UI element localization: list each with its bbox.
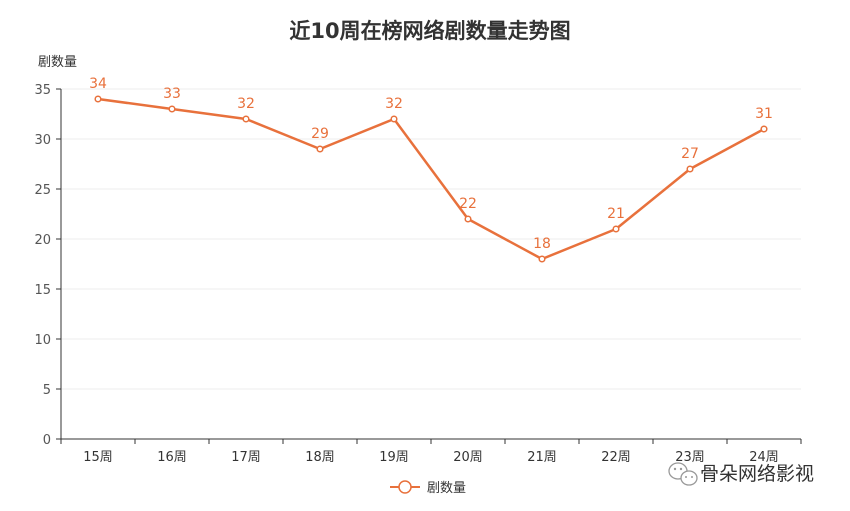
- data-label: 31: [755, 106, 773, 122]
- data-label: 34: [89, 76, 107, 92]
- x-tick-label: 22周: [601, 450, 631, 465]
- x-tick-label: 18周: [305, 450, 335, 465]
- data-point: [390, 115, 398, 123]
- legend[interactable]: 剧数量: [390, 480, 466, 496]
- x-tick-label: 20周: [453, 450, 483, 465]
- data-point: [316, 145, 324, 153]
- data-point: [612, 225, 620, 233]
- grid-lines: [61, 88, 801, 390]
- data-point: [538, 255, 546, 263]
- y-tick-labels: 0 5 10 15 20 25 30 35: [34, 83, 51, 448]
- data-label: 18: [533, 236, 551, 252]
- watermark-text: 骨朵网络影视: [700, 463, 814, 485]
- series-line-group: [97, 97, 765, 261]
- legend-marker-icon: [398, 480, 412, 494]
- y-tick-label: 10: [34, 333, 51, 348]
- y-tick-label: 30: [34, 133, 51, 148]
- data-point: [760, 125, 768, 133]
- data-label: 21: [607, 206, 625, 222]
- data-label: 22: [459, 196, 477, 212]
- wechat-icon: [668, 462, 698, 486]
- y-tick-label: 0: [43, 433, 51, 448]
- data-label: 32: [237, 96, 255, 112]
- data-label: 29: [311, 126, 329, 142]
- x-tick-labels: 15周 16周 17周 18周 19周 20周 21周 22周 23周 24周: [83, 450, 779, 465]
- data-points: [94, 95, 768, 263]
- x-tick-label: 24周: [749, 450, 779, 465]
- legend-label: 剧数量: [427, 481, 466, 496]
- x-tick-label: 23周: [675, 450, 705, 465]
- data-label: 27: [681, 146, 699, 162]
- watermark: 骨朵网络影视: [668, 462, 814, 486]
- data-label: 33: [163, 86, 181, 102]
- x-tick-label: 21周: [527, 450, 557, 465]
- y-tick-label: 20: [34, 233, 51, 248]
- axes: [56, 88, 802, 444]
- series-line: [97, 97, 765, 261]
- data-point: [168, 105, 176, 113]
- data-point: [464, 215, 472, 223]
- x-tick-label: 19周: [379, 450, 409, 465]
- data-label: 32: [385, 96, 403, 112]
- chart-title: 近10周在榜网络剧数量走势图: [289, 19, 570, 43]
- x-tick-label: 16周: [157, 450, 187, 465]
- data-labels: 34 33 32 29 32 22 18 21 27 31: [89, 76, 773, 252]
- y-tick-label: 35: [34, 83, 51, 98]
- data-point: [686, 165, 694, 173]
- y-tick-label: 5: [43, 383, 51, 398]
- y-tick-label: 15: [34, 283, 51, 298]
- y-axis-label: 剧数量: [38, 55, 77, 70]
- data-point: [94, 95, 102, 103]
- y-tick-label: 25: [34, 183, 51, 198]
- x-tick-label: 17周: [231, 450, 261, 465]
- x-tick-label: 15周: [83, 450, 113, 465]
- data-point: [242, 115, 250, 123]
